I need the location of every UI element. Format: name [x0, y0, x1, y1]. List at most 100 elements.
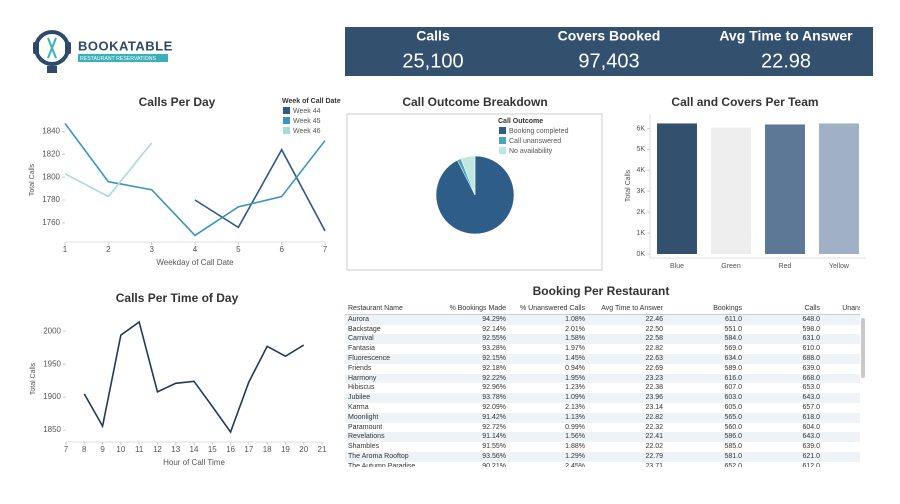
table-cell: 581.0	[724, 452, 742, 460]
table-cell: 8.0	[823, 452, 860, 462]
table-cell: 1.58%	[565, 335, 585, 343]
table-cell: 22.82	[645, 413, 663, 421]
y-tick-label: 4K	[636, 167, 645, 174]
table-cell: 652.0	[724, 462, 742, 467]
table-cell: 612.0	[802, 462, 820, 467]
table-cell: Revelations	[348, 433, 385, 441]
table-cell: 12.0	[823, 344, 860, 354]
table-cell: 22.79	[645, 452, 663, 460]
table-cell: The Autumn Paradise	[348, 462, 416, 467]
x-tick-label: 9	[100, 445, 105, 454]
table-row: The Aroma Rooftop 93.56% 1.29% 22.79 581.0 62…	[345, 451, 860, 462]
x-tick-label: Yellow	[829, 263, 850, 270]
table-cell: 22.58	[645, 335, 663, 343]
table-cell: 631.0	[802, 335, 820, 343]
legend-swatch	[283, 117, 290, 124]
table-cell: The Aroma Rooftop	[348, 452, 409, 460]
table-cell: Aurora	[348, 315, 370, 323]
column-header: Calls	[745, 304, 823, 315]
table-cell: 22.02	[645, 443, 663, 451]
table-header: Restaurant Name% Bookings Made% Unanswer…	[345, 304, 860, 315]
table-row: Moonlight 91.42% 1.13% 22.82 565.0 618.07.0	[345, 412, 860, 423]
table-cell: 93.28%	[482, 345, 506, 353]
table-cell: 621.0	[802, 452, 820, 460]
y-tick-label: 1950	[43, 359, 61, 368]
x-tick-label: 15	[208, 445, 217, 454]
table-cell: Moonlight	[348, 413, 379, 421]
y-axis-label: Total Calls	[30, 362, 37, 395]
table-cell: 0.94%	[565, 364, 585, 372]
bar	[657, 123, 697, 254]
table-row: Karma 92.09% 2.13% 23.14 605.0 657.014.0	[345, 403, 860, 413]
table-cell: 607.0	[724, 384, 742, 392]
table-cell: 598.0	[802, 325, 820, 333]
legend-label: Call unanswered	[509, 138, 561, 145]
table-cell: 2.45%	[565, 462, 585, 467]
table-cell: 616.0	[724, 374, 742, 382]
table-cell: 12.0	[823, 442, 860, 452]
table-cell: 22.50	[645, 325, 663, 333]
table-cell: 93.78%	[482, 394, 506, 402]
y-tick-label: 1760	[42, 218, 60, 227]
chart-title: Calls Per Day	[139, 95, 216, 109]
table-cell: 92.22%	[482, 374, 506, 382]
table-cell: 92.96%	[482, 384, 506, 392]
table-cell: 94.29%	[482, 315, 506, 323]
table-body: Aurora94.29%1.08%22.46611.0648.07.0Backs…	[345, 314, 860, 467]
table-cell: Paramount	[348, 423, 383, 431]
table-cell: 653.0	[802, 384, 820, 392]
table-cell: 585.0	[724, 443, 742, 451]
x-tick-label: 5	[236, 245, 241, 254]
x-tick-label: Red	[779, 263, 792, 270]
logo-mic	[47, 66, 57, 73]
table-cell: 7.0	[823, 413, 860, 423]
x-tick-label: 13	[171, 445, 180, 454]
table-cell: 93.56%	[482, 452, 506, 460]
kpi-value: 97,403	[578, 50, 639, 72]
table-cell: 639.0	[802, 443, 820, 451]
table-cell: 603.0	[724, 394, 742, 402]
table-cell: 586.0	[724, 433, 742, 441]
table-cell: 1.23%	[565, 384, 585, 392]
table-row: Harmony 92.22% 1.95% 23.23 616.0 668.013.0	[345, 373, 860, 384]
scrollbar[interactable]	[861, 318, 865, 378]
table-cell: 92.55%	[482, 335, 506, 343]
table-cell: 560.0	[724, 423, 742, 431]
logo-earpiece	[33, 42, 39, 54]
table-cell: 8.0	[823, 383, 860, 393]
logo-cutlery	[47, 37, 57, 59]
x-axis-label: Weekday of Call Date	[156, 258, 234, 267]
y-tick-label: 2000	[43, 326, 61, 335]
legend-swatch	[283, 127, 290, 134]
table-cell: 92.14%	[482, 325, 506, 333]
line-series	[194, 148, 326, 232]
table-cell: Fluorescence	[348, 354, 391, 362]
logo-tagline: RESTAURANT RESERVATIONS	[80, 56, 156, 62]
kpi-value: 25,100	[402, 50, 463, 72]
y-tick-label: 1820	[42, 149, 60, 158]
table-cell: 668.0	[802, 374, 820, 382]
y-tick-label: 1800	[42, 172, 60, 181]
legend-title: Call Outcome	[498, 118, 543, 125]
chart-title: Call and Covers Per Team	[671, 95, 818, 109]
table-cell: 565.0	[724, 413, 742, 421]
table-cell: 22.32	[645, 423, 663, 431]
kpi-label: Calls	[416, 28, 450, 44]
y-axis-label: Total Calls	[625, 169, 632, 202]
table-row: Jubilee 93.78% 1.09% 23.96 603.0 643.07.0	[345, 393, 860, 403]
y-tick-label: 6K	[636, 125, 645, 132]
table-cell: 22.38	[645, 384, 663, 392]
y-tick-label: 5K	[636, 146, 645, 153]
legend-label: Week 45	[293, 118, 321, 125]
legend-swatch	[283, 107, 290, 114]
legend-swatch	[499, 147, 506, 154]
kpi-label: Covers Booked	[558, 28, 661, 44]
x-tick-label: 1	[63, 245, 68, 254]
table-cell: 605.0	[724, 403, 742, 411]
logo-name: BOOKATABLE	[78, 38, 173, 53]
x-tick-label: 4	[193, 245, 198, 254]
table-cell: 618.0	[802, 413, 820, 421]
y-tick-label: 1900	[43, 392, 61, 401]
table-cell: 90.21%	[482, 462, 506, 467]
